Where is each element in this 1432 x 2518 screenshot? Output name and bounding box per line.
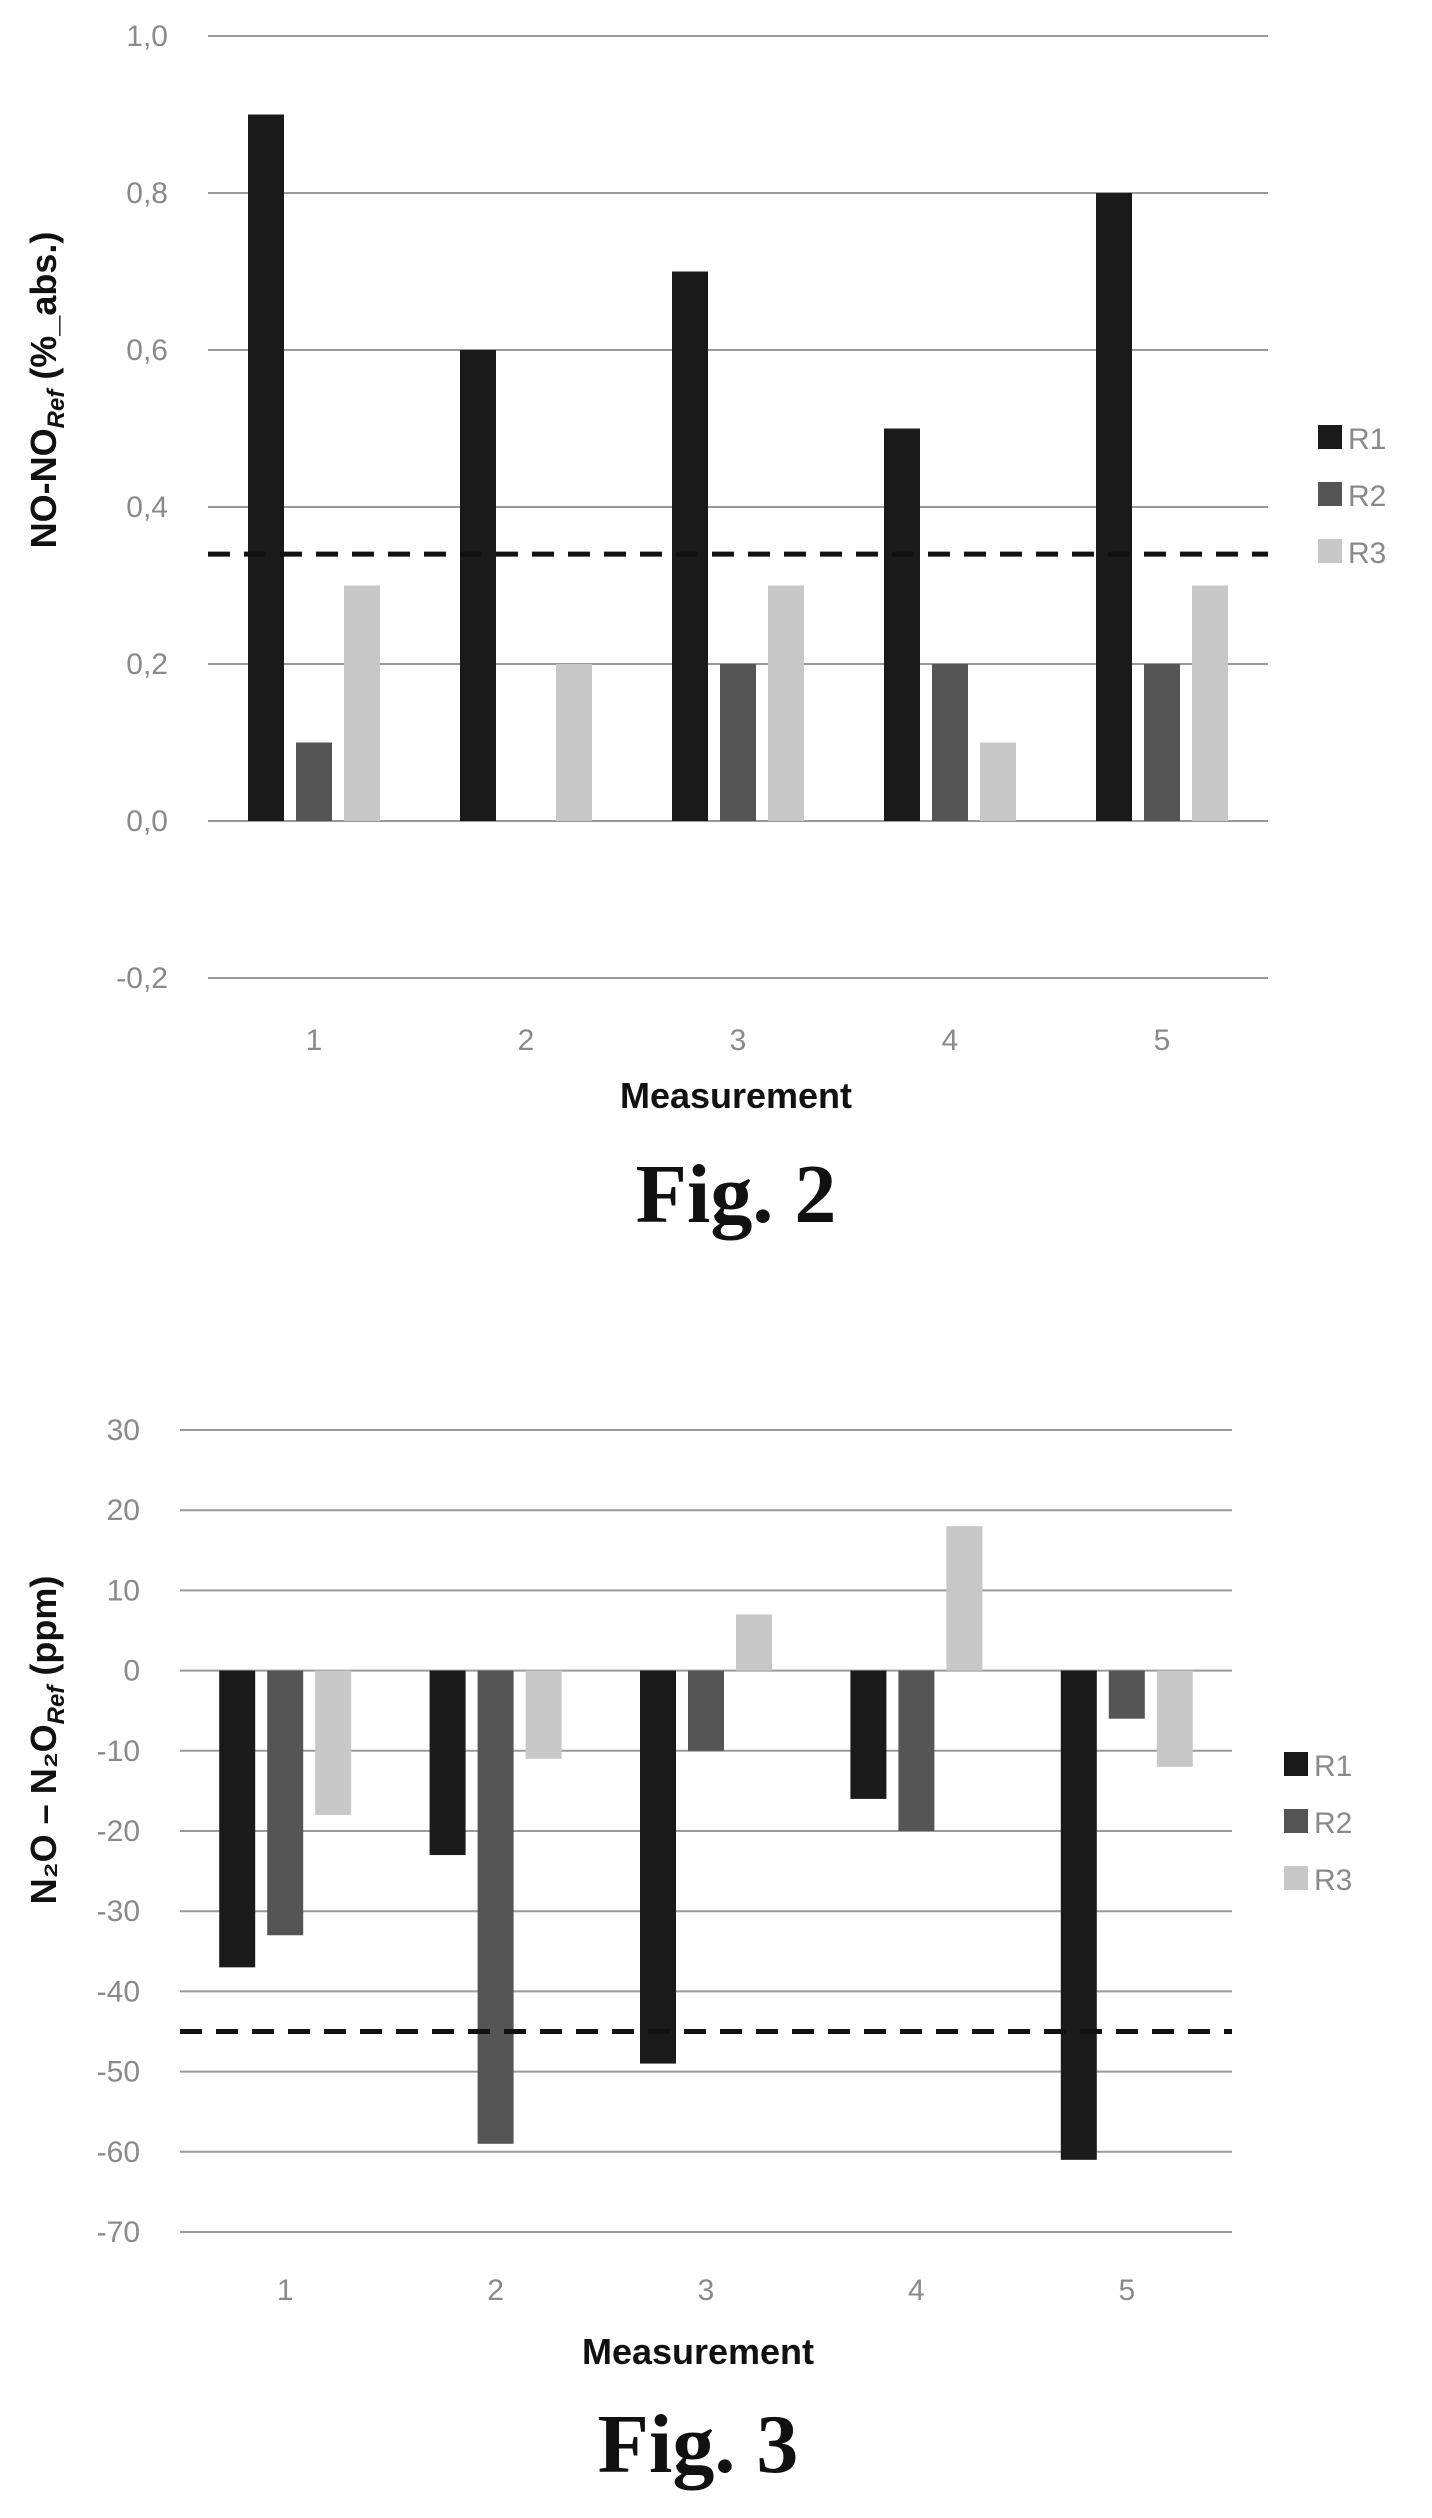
legend-label-r1: R1: [1348, 423, 1386, 456]
legend-label-r3: R3: [1348, 537, 1386, 570]
y-tick-label: -70: [97, 2216, 140, 2249]
bar-r1-m5: [1060, 1670, 1097, 2160]
legend-swatch-r1: [1318, 425, 1342, 449]
bar-r2-m3: [720, 664, 756, 821]
y-tick-label: -20: [97, 1815, 140, 1848]
y-tick-label: -50: [97, 2056, 140, 2089]
legend-label-r1: R1: [1314, 1750, 1352, 1783]
bar-r3-m4: [946, 1526, 983, 1671]
bar-r3-m5: [1156, 1670, 1193, 1767]
fig2-y-axis-label-suffix: (%_abs.): [23, 232, 64, 390]
x-tick-label: 5: [1118, 2274, 1135, 2307]
fig2-y-tick-labels: 1,0 0,8 0,6 0,4 0,2 0,0 -0,2: [116, 20, 168, 995]
fig3-x-tick-labels: 1 2 3 4 5: [277, 2274, 1135, 2307]
y-tick-label: -10: [97, 1735, 140, 1768]
y-tick-label: 0,0: [126, 805, 168, 838]
bar-r1-m1: [248, 114, 284, 821]
bar-r1-m3: [640, 1670, 676, 2064]
bar-r2-m3: [688, 1670, 724, 1751]
bar-r3-m2: [556, 664, 592, 821]
x-tick-label: 4: [942, 1024, 959, 1057]
y-tick-label: 0: [123, 1655, 140, 1688]
bar-r3-m4: [980, 742, 1016, 821]
y-tick-label: -0,2: [116, 962, 168, 995]
legend-swatch-r3: [1318, 539, 1342, 563]
x-tick-label: 5: [1154, 1024, 1171, 1057]
fig2-x-axis-label: Measurement: [620, 1075, 852, 1116]
x-tick-label: 4: [908, 2274, 925, 2307]
y-tick-label: 30: [107, 1414, 140, 1447]
y-tick-label: 10: [107, 1574, 140, 1607]
x-tick-label: 3: [698, 2274, 715, 2307]
bar-r3-m2: [525, 1670, 562, 1759]
bar-r3-m5: [1192, 585, 1228, 821]
fig3-caption: Fig. 3: [598, 2398, 799, 2491]
bar-r2-m4: [898, 1670, 935, 1831]
legend-label-r2: R2: [1314, 1807, 1352, 1840]
y-tick-label: 0,4: [126, 491, 168, 524]
y-tick-label: 0,6: [126, 334, 168, 367]
bar-r1-m5: [1096, 193, 1132, 821]
fig2-bars: [248, 114, 1228, 821]
bar-r1-m3: [672, 271, 708, 821]
fig2-y-axis-label: NO-NORef (%_abs.): [23, 232, 70, 549]
fig3-y-axis-label-suffix: (ppm): [23, 1576, 64, 1686]
fig2-y-axis-label-subscript: Ref: [43, 388, 70, 429]
y-tick-label: 0,2: [126, 648, 168, 681]
x-tick-label: 1: [277, 2274, 294, 2307]
bar-r1-m4: [850, 1670, 887, 1799]
legend-swatch-r3: [1284, 1866, 1308, 1890]
legend-swatch-r1: [1284, 1752, 1308, 1776]
fig3-gridlines: [180, 1429, 1232, 2233]
legend-swatch-r2: [1318, 482, 1342, 506]
y-tick-label: -30: [97, 1895, 140, 1928]
fig3-bars: [219, 1526, 1193, 2160]
y-tick-label: -60: [97, 2136, 140, 2169]
fig3-y-axis-label-main: N₂O – N₂O: [23, 1724, 64, 1904]
bar-r3-m1: [315, 1670, 352, 1815]
y-tick-label: 20: [107, 1494, 140, 1527]
x-tick-label: 2: [518, 1024, 535, 1057]
x-tick-label: 1: [306, 1024, 323, 1057]
bar-r1-m2: [429, 1670, 466, 1856]
fig3-y-tick-labels: 30 20 10 0 -10 -20 -30 -40 -50 -60 -70: [97, 1414, 140, 2249]
bar-r1-m4: [884, 428, 920, 821]
fig2-caption: Fig. 2: [636, 1148, 837, 1241]
bar-r2-m5: [1144, 664, 1180, 821]
y-tick-label: -40: [97, 1975, 140, 2008]
fig2-y-axis-label-main: NO-NO: [23, 428, 64, 548]
y-tick-label: 0,8: [126, 177, 168, 210]
bar-r3-m3: [736, 1614, 772, 1671]
x-tick-label: 2: [487, 2274, 504, 2307]
bar-r2-m2: [477, 1670, 514, 2144]
fig3-y-axis-label: N₂O – N₂ORef (ppm): [23, 1576, 70, 1905]
bar-r3-m3: [768, 585, 804, 821]
bar-r3-m1: [344, 585, 380, 821]
fig3-x-axis-label: Measurement: [582, 2331, 814, 2372]
bar-r2-m4: [932, 664, 968, 821]
fig3-y-axis-label-subscript: Ref: [43, 1684, 70, 1725]
bar-r2-m5: [1108, 1670, 1145, 1719]
x-tick-label: 3: [730, 1024, 747, 1057]
legend-label-r2: R2: [1348, 480, 1386, 513]
fig2-x-tick-labels: 1 2 3 4 5: [306, 1024, 1171, 1057]
legend-label-r3: R3: [1314, 1864, 1352, 1897]
bar-r2-m1: [296, 742, 332, 821]
fig2-chart: 1,0 0,8 0,6 0,4 0,2 0,0 -0,2 1 2 3 4 5 R1 R2 R3 NO-N…: [23, 20, 1386, 1241]
fig2-legend: R1 R2 R3: [1318, 423, 1386, 570]
bar-r2-m1: [267, 1670, 304, 1936]
bar-r1-m1: [219, 1670, 256, 1968]
legend-swatch-r2: [1284, 1809, 1308, 1833]
bar-r1-m2: [460, 350, 496, 821]
y-tick-label: 1,0: [126, 20, 168, 53]
fig3-legend: R1 R2 R3: [1284, 1750, 1352, 1897]
